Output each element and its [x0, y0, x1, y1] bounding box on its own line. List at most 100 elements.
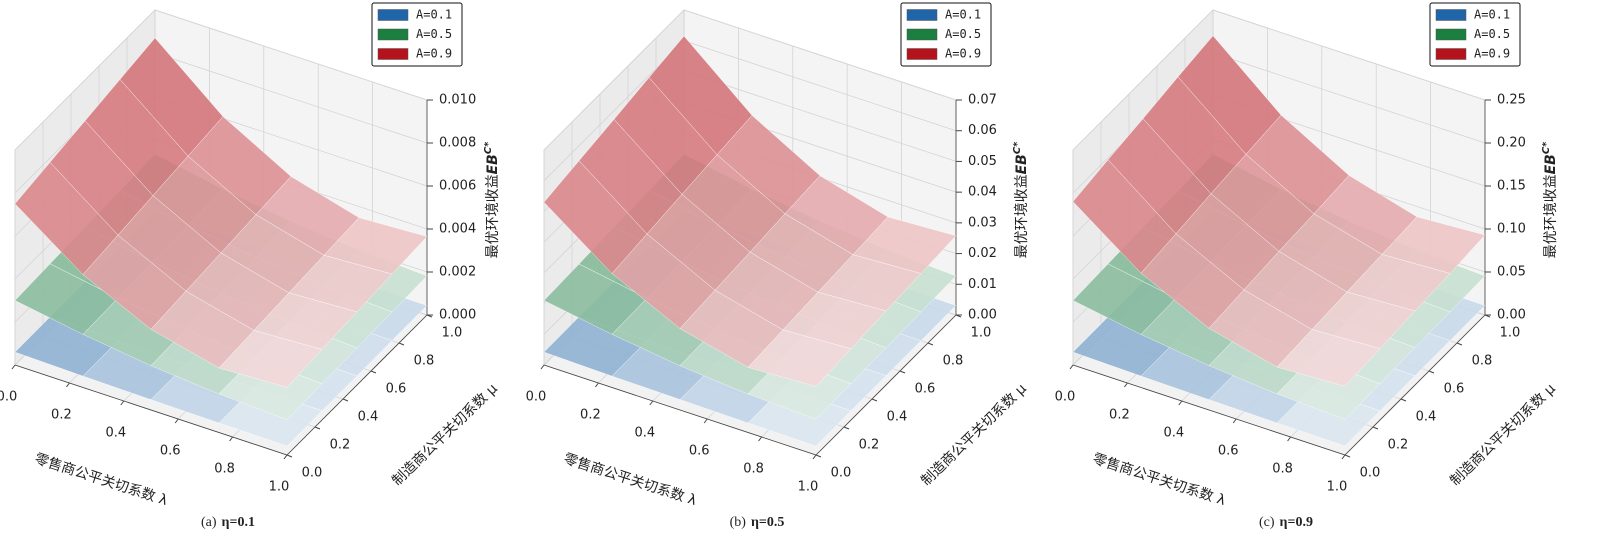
z-axis-label: 最优环境收益EBC*	[483, 141, 502, 259]
x-tick	[11, 364, 16, 370]
surface-cell	[1276, 329, 1381, 387]
x-tick	[540, 364, 545, 370]
y-axis-label: 制造商公平关切系数 μ	[1447, 381, 1558, 489]
y-tick-label: 1.0	[442, 326, 463, 341]
x-tick	[66, 382, 70, 388]
z-axis-label-sup: C*	[1541, 141, 1552, 154]
x-tick	[703, 418, 708, 424]
z-tick-label: 0.07	[968, 93, 997, 108]
y-tick	[1456, 342, 1463, 346]
y-tick-label: 1.0	[971, 326, 992, 341]
z-tick-label: 0.00	[1497, 308, 1526, 323]
x-tick-label: 1.0	[798, 480, 819, 495]
x-tick	[1232, 418, 1237, 424]
y-tick-label: 0.4	[887, 410, 908, 425]
x-tick-label: 1.0	[269, 480, 290, 495]
panel: 0.0 0.2 0.4 0.6 0.8 1.0 0.0 0.2 0.4 0.6 0.8 1.0 0.00…	[526, 2, 1031, 530]
axis-line	[1344, 314, 1486, 456]
y-tick-label: 0.6	[386, 382, 407, 397]
x-tick-label: 0.8	[743, 462, 764, 477]
x-tick-label: 0.4	[1163, 426, 1184, 441]
y-tick-label: 0.0	[1360, 466, 1381, 481]
z-tick-label: 0.03	[968, 215, 997, 230]
x-tick	[1287, 436, 1291, 442]
legend-swatch	[377, 28, 409, 41]
caption: (b) η=0.5	[730, 515, 785, 530]
caption: (a) η=0.1	[201, 515, 255, 530]
legend-label: A=0.5	[945, 27, 981, 41]
x-tick	[812, 454, 817, 460]
x-tick	[1124, 382, 1128, 388]
x-tick-label: 0.0	[1055, 390, 1076, 405]
z-tick-label: 0.006	[439, 179, 476, 194]
z-tick-label: 0.010	[439, 93, 476, 108]
y-tick-label: 0.0	[302, 466, 323, 481]
z-tick-label: 0.00	[968, 308, 997, 323]
y-tick-label: 0.2	[330, 438, 351, 453]
x-tick	[595, 382, 599, 388]
caption-title: η=0.9	[1280, 515, 1313, 530]
grid-line	[683, 9, 957, 101]
z-axis-label: 最优环境收益EBC*	[1012, 141, 1031, 259]
axis-line	[1072, 364, 1346, 456]
x-tick-label: 0.4	[105, 426, 126, 441]
y-tick	[871, 398, 878, 402]
z-axis-label-text: 最优环境收益	[1543, 174, 1559, 258]
legend-label: A=0.5	[1474, 27, 1510, 41]
legend-swatch	[1435, 28, 1467, 41]
y-tick	[1344, 454, 1351, 458]
grid-line	[683, 40, 957, 132]
legend-label: A=0.9	[1474, 47, 1510, 61]
grid-line	[154, 52, 428, 144]
z-tick-label: 0.004	[439, 222, 476, 237]
x-tick-label: 0.6	[689, 444, 710, 459]
x-axis-label: 零售商公平关切系数 λ	[562, 451, 699, 509]
z-axis-label-sup: C*	[1012, 141, 1023, 154]
x-axis-label: 零售商公平关切系数 λ	[1091, 451, 1228, 509]
z-tick-label: 0.06	[968, 123, 997, 138]
x-tick-label: 1.0	[1327, 480, 1348, 495]
grid-line	[154, 9, 428, 101]
caption-label: (c)	[1259, 515, 1275, 530]
y-tick	[398, 342, 405, 346]
grid-line	[543, 9, 685, 151]
z-tick-label: 0.000	[439, 308, 476, 323]
y-tick-label: 0.6	[1444, 382, 1465, 397]
legend-label: A=0.1	[1474, 8, 1510, 22]
z-axis-label-text: 最优环境收益	[1014, 174, 1030, 258]
z-tick-label: 0.10	[1497, 222, 1526, 237]
surface-cell	[218, 330, 323, 388]
legend-swatch	[906, 9, 938, 21]
x-tick-label: 0.0	[0, 390, 17, 405]
z-tick-label: 0.20	[1497, 136, 1526, 151]
legend-swatch	[906, 28, 938, 41]
y-tick-label: 0.0	[831, 466, 852, 481]
grid-line	[1212, 9, 1486, 101]
panel: 0.0 0.2 0.4 0.6 0.8 1.0 0.0 0.2 0.4 0.6 0.8 1.0 0.00…	[1055, 2, 1560, 530]
z-axis-label: 最优环境收益EBC*	[1541, 141, 1560, 259]
y-tick	[843, 426, 850, 430]
x-tick	[1178, 400, 1183, 406]
z-tick-label: 0.05	[1497, 265, 1526, 280]
z-tick-label: 0.01	[968, 277, 997, 292]
y-tick	[286, 454, 293, 458]
caption-title: η=0.5	[751, 515, 784, 530]
y-tick	[1428, 370, 1435, 374]
y-tick	[370, 370, 377, 374]
legend-swatch	[1435, 9, 1467, 21]
y-tick	[342, 398, 349, 402]
x-tick	[758, 436, 762, 442]
y-tick	[314, 426, 321, 430]
z-axis-label-sup: C*	[483, 141, 494, 154]
z-axis-label-text: 最优环境收益	[485, 174, 501, 258]
z-tick-label: 0.002	[439, 265, 476, 280]
y-tick-label: 0.8	[1472, 354, 1493, 369]
y-tick-label: 0.8	[414, 354, 435, 369]
x-tick-label: 0.2	[1109, 408, 1130, 423]
x-tick	[283, 454, 288, 460]
z-axis-label-symbol: EB	[1543, 154, 1559, 174]
x-tick-label: 0.8	[214, 462, 235, 477]
axis-line	[286, 314, 428, 456]
x-tick-label: 0.6	[1218, 444, 1239, 459]
